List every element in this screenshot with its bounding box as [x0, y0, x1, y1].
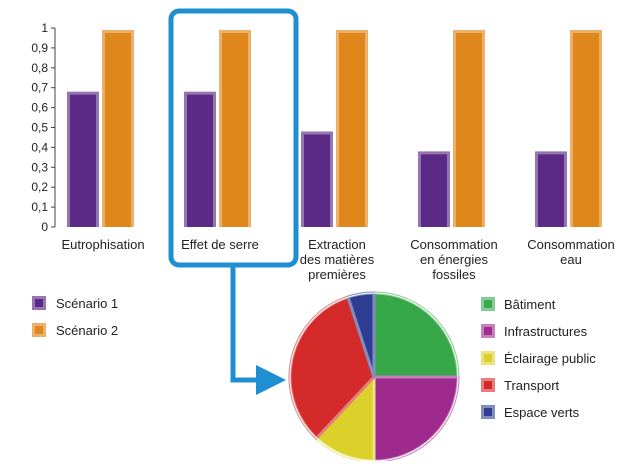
y-tick-label: 1	[41, 21, 48, 35]
category-label: Consommation eau	[527, 237, 614, 267]
legend-swatch	[484, 408, 492, 416]
bar-fill	[187, 94, 213, 228]
legend-item-pie-5: Espace verts	[481, 405, 580, 420]
pie-legend: Bâtiment Infrastructures Éclairage public T…	[481, 297, 596, 420]
y-axis: 0 0,1 0,2 0,3 0,4 0,5 0,6 0,7 0,8 0,9 1	[31, 21, 56, 234]
y-tick-label: 0,9	[31, 41, 48, 55]
category-label-line: fossiles	[432, 267, 476, 282]
bar-fill	[421, 154, 447, 227]
bar-fill	[573, 32, 599, 227]
bar-plot	[67, 29, 602, 228]
legend-label: Éclairage public	[504, 351, 596, 366]
bar-fill	[105, 32, 131, 227]
y-tick-label: 0,6	[31, 101, 48, 115]
y-tick-label: 0,2	[31, 180, 48, 194]
pie-slice-2	[372, 375, 460, 463]
legend-item-pie-2: Infrastructures	[481, 324, 588, 339]
legend-item-pie-4: Transport	[481, 378, 560, 393]
category-label-line: Consommation	[410, 237, 497, 252]
legend-item-pie-1: Bâtiment	[481, 297, 556, 312]
category-label: Consommation en énergies fossiles	[410, 237, 497, 282]
legend-label: Espace verts	[504, 405, 580, 420]
highlight-annotation	[168, 8, 299, 395]
bar-fill	[70, 94, 96, 228]
legend-swatch	[484, 354, 492, 362]
bar-1-5	[535, 151, 567, 227]
bar-1-3	[301, 131, 333, 227]
y-tick-label: 0,8	[31, 61, 48, 75]
legend-swatch	[484, 381, 492, 389]
bar-2-2	[219, 29, 251, 227]
y-tick-label: 0,3	[31, 160, 48, 174]
category-label-line: en énergies	[420, 252, 488, 267]
category-label-line: des matières	[300, 252, 375, 267]
bar-2-1	[102, 29, 134, 227]
category-label-line: Eutrophisation	[61, 237, 144, 252]
pie-slice-1	[372, 291, 460, 379]
category-label-line: Extraction	[308, 237, 366, 252]
legend-label: Scénario 1	[56, 296, 118, 311]
bar-1-2	[184, 91, 216, 228]
bar-fill	[339, 32, 365, 227]
category-label-line: premières	[308, 267, 366, 282]
bar-2-4	[453, 29, 485, 227]
bar-2-5	[570, 29, 602, 227]
legend-item-scenario-2: Scénario 2	[32, 323, 118, 338]
legend-swatch	[35, 299, 43, 307]
highlight-arrow	[230, 265, 286, 395]
y-tick-label: 0,7	[31, 81, 48, 95]
y-tick-label: 0	[41, 220, 48, 234]
bar-1-1	[67, 91, 99, 228]
bar-legend: Scénario 1 Scénario 2	[32, 296, 118, 338]
y-tick-label: 0,5	[31, 121, 48, 135]
bar-fill	[222, 32, 248, 227]
legend-item-pie-3: Éclairage public	[481, 351, 596, 366]
bar-fill	[304, 134, 330, 227]
bar-2-3	[336, 29, 368, 227]
category-label-line: Effet de serre	[181, 237, 259, 252]
y-tick-label: 0,4	[31, 140, 48, 154]
legend-swatch	[484, 300, 492, 308]
legend-swatch	[35, 326, 43, 334]
legend-label: Scénario 2	[56, 323, 118, 338]
legend-label: Infrastructures	[504, 324, 588, 339]
category-label: Effet de serre	[181, 237, 259, 252]
legend-swatch	[484, 327, 492, 335]
category-label-line: eau	[560, 252, 582, 267]
category-label: Extraction des matières premières	[300, 237, 375, 282]
bar-fill	[538, 154, 564, 227]
category-label-line: Consommation	[527, 237, 614, 252]
legend-label: Bâtiment	[504, 297, 556, 312]
bar-1-4	[418, 151, 450, 227]
pie-chart	[288, 291, 460, 463]
legend-label: Transport	[504, 378, 560, 393]
legend-item-scenario-1: Scénario 1	[32, 296, 118, 311]
y-tick-label: 0,1	[31, 200, 48, 214]
category-label: Eutrophisation	[61, 237, 144, 252]
bar-fill	[456, 32, 482, 227]
x-axis-labels: Eutrophisation Effet de serre Extraction de…	[61, 237, 614, 282]
